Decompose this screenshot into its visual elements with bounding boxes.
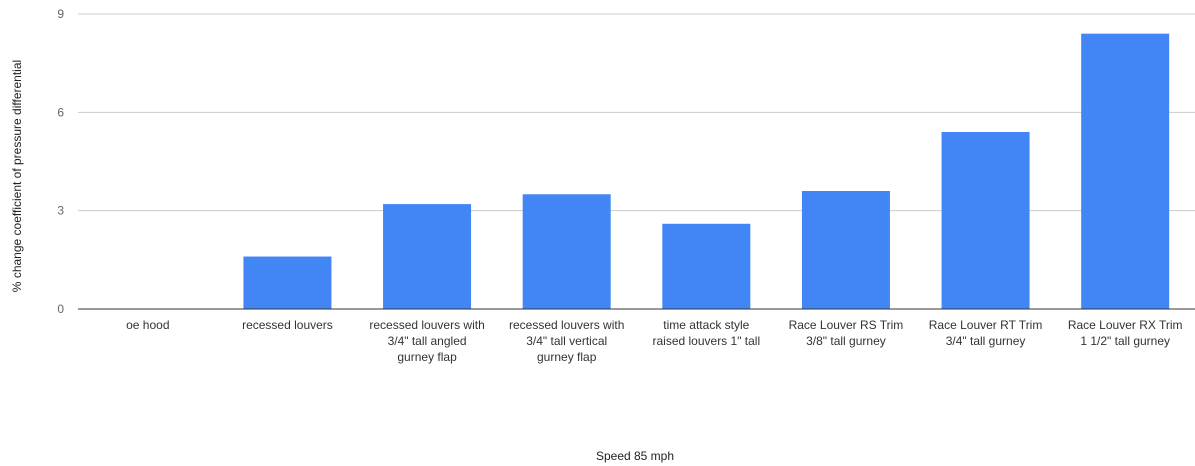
x-category-label: recessed louvers [242,318,333,332]
bar [941,132,1030,309]
bar [801,191,890,309]
y-tick-labels: 0 3 6 9 [57,7,64,316]
x-category-label: recessed louvers with 3/4" tall angled gur… [369,318,484,364]
y-axis-title: % change coefficient of pressure differe… [10,60,24,292]
x-category-label: oe hood [126,318,169,332]
y-tick-label: 0 [57,302,64,316]
bars [243,33,1170,310]
x-category-label: Race Louver RS Trim 3/8" tall gurney [789,318,904,348]
y-tick-label: 3 [57,204,64,218]
x-category-label: Race Louver RX Trim 1 1/2" tall gurney [1068,318,1183,348]
x-category-label: recessed louvers with 3/4" tall vertical g… [509,318,624,364]
x-axis-title: Speed 85 mph [596,449,674,463]
bar [243,256,332,309]
x-category-labels: oe hood recessed louvers recessed louvers … [126,318,1182,364]
bar [1081,33,1170,310]
x-category-label: Race Louver RT Trim 3/4" tall gurney [929,318,1043,348]
y-tick-label: 6 [57,105,64,119]
bar [383,204,472,309]
y-tick-label: 9 [57,7,64,21]
x-category-label: time attack style raised louvers 1" tall [652,318,760,348]
bar [662,223,751,309]
bar [522,194,611,309]
